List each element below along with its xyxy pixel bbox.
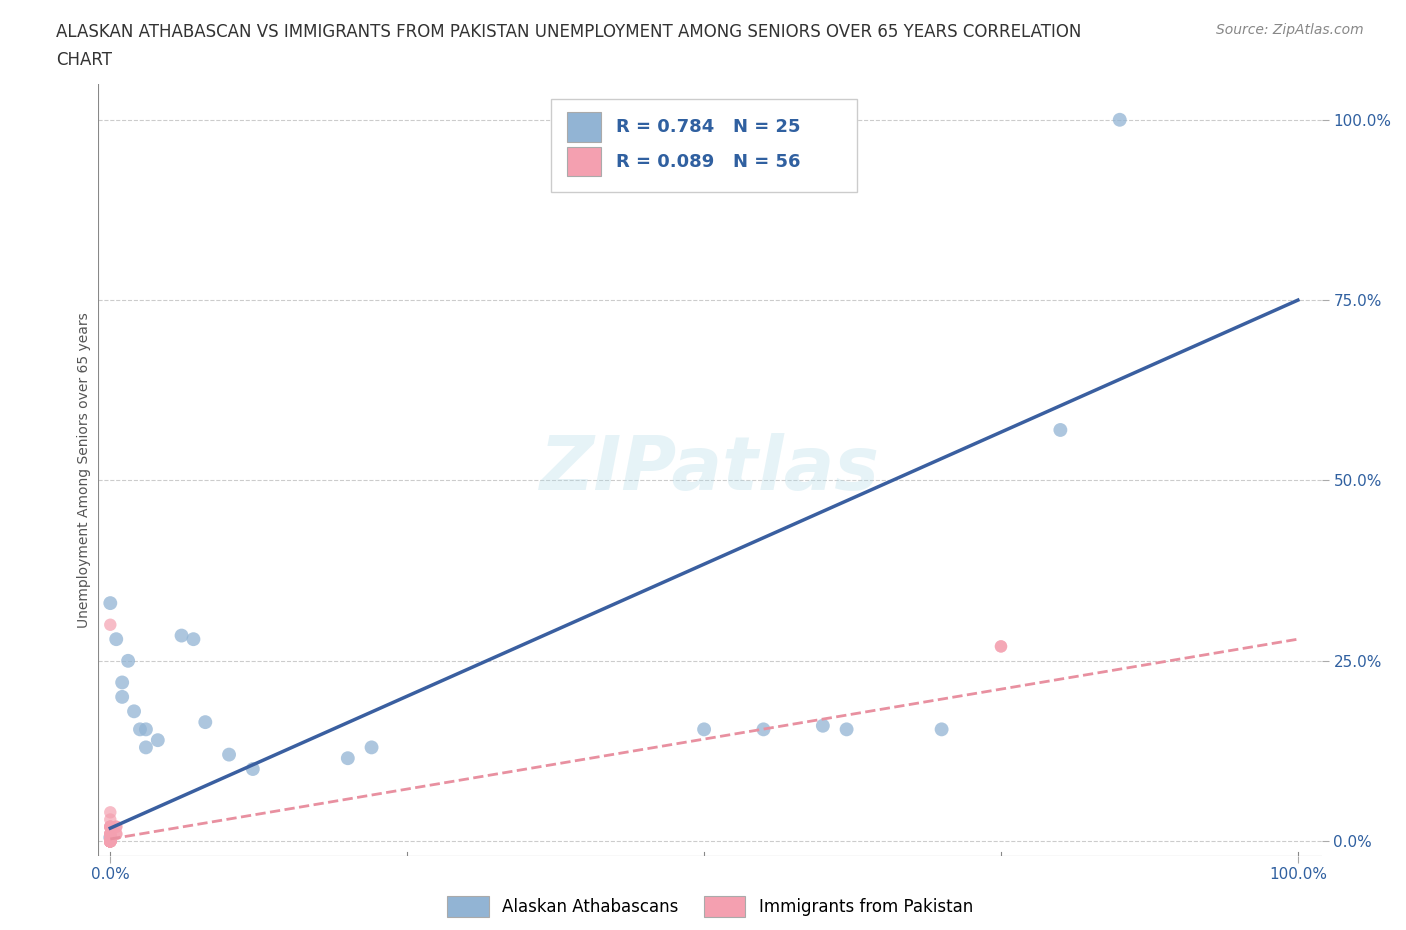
Point xyxy=(98,833,121,848)
Point xyxy=(811,718,834,733)
Text: CHART: CHART xyxy=(56,51,112,69)
Point xyxy=(98,833,121,848)
Point xyxy=(129,722,152,737)
Point xyxy=(98,833,121,848)
Point xyxy=(98,827,121,842)
Point xyxy=(98,833,121,848)
Point xyxy=(98,833,121,848)
Point xyxy=(242,762,264,777)
Point xyxy=(98,833,121,848)
Point xyxy=(98,833,121,848)
Point xyxy=(105,819,128,834)
Point xyxy=(98,833,121,848)
Point xyxy=(117,654,139,669)
Point xyxy=(135,722,157,737)
Legend: Alaskan Athabascans, Immigrants from Pakistan: Alaskan Athabascans, Immigrants from Pak… xyxy=(447,897,973,917)
Point xyxy=(835,722,858,737)
Point xyxy=(98,812,121,827)
Point xyxy=(98,833,121,848)
Point xyxy=(105,827,128,842)
Point xyxy=(98,833,121,848)
Point xyxy=(98,827,121,842)
Text: ALASKAN ATHABASCAN VS IMMIGRANTS FROM PAKISTAN UNEMPLOYMENT AMONG SENIORS OVER 6: ALASKAN ATHABASCAN VS IMMIGRANTS FROM PA… xyxy=(56,23,1081,41)
Point xyxy=(98,833,121,848)
Point xyxy=(98,833,121,848)
Text: R = 0.089   N = 56: R = 0.089 N = 56 xyxy=(616,153,800,171)
Point xyxy=(98,833,121,848)
Text: ZIPatlas: ZIPatlas xyxy=(540,433,880,506)
Point xyxy=(98,833,121,848)
Point xyxy=(98,819,121,834)
Point xyxy=(111,675,134,690)
Point xyxy=(336,751,359,765)
Point xyxy=(98,833,121,848)
Point xyxy=(98,833,121,848)
Point xyxy=(135,740,157,755)
Point xyxy=(98,833,121,848)
Point xyxy=(98,833,121,848)
Point xyxy=(105,819,128,834)
Point xyxy=(98,833,121,848)
Point xyxy=(98,830,121,845)
Point xyxy=(98,819,121,834)
Point xyxy=(194,714,217,729)
Point xyxy=(98,819,121,834)
Point xyxy=(990,639,1012,654)
Point xyxy=(990,639,1012,654)
Point xyxy=(105,827,128,842)
Point xyxy=(98,833,121,848)
Point xyxy=(122,704,145,719)
Point xyxy=(98,833,121,848)
Point xyxy=(360,740,382,755)
Point xyxy=(105,631,128,646)
Point xyxy=(98,833,121,848)
Point xyxy=(146,733,169,748)
Point xyxy=(170,628,193,643)
Point xyxy=(98,833,121,848)
Point xyxy=(98,833,121,848)
FancyBboxPatch shape xyxy=(567,113,602,141)
Point xyxy=(218,747,240,762)
Point xyxy=(98,833,121,848)
Point xyxy=(98,833,121,848)
Point xyxy=(98,827,121,842)
Text: Source: ZipAtlas.com: Source: ZipAtlas.com xyxy=(1216,23,1364,37)
Point xyxy=(183,631,205,646)
Point xyxy=(98,833,121,848)
Point xyxy=(98,830,121,845)
Point xyxy=(98,833,121,848)
Point xyxy=(111,689,134,704)
Point xyxy=(693,722,716,737)
Text: R = 0.784   N = 25: R = 0.784 N = 25 xyxy=(616,118,800,136)
FancyBboxPatch shape xyxy=(551,100,856,192)
Point xyxy=(98,833,121,848)
Point xyxy=(98,833,121,848)
Point xyxy=(98,833,121,848)
Point xyxy=(98,618,121,632)
Point xyxy=(1049,422,1071,437)
Point xyxy=(931,722,953,737)
Point xyxy=(98,833,121,848)
Point xyxy=(98,833,121,848)
FancyBboxPatch shape xyxy=(567,147,602,177)
Point xyxy=(98,833,121,848)
Point xyxy=(98,596,121,611)
Point xyxy=(1108,113,1130,127)
Point xyxy=(98,833,121,848)
Point xyxy=(98,819,121,834)
Point xyxy=(98,827,121,842)
Point xyxy=(752,722,775,737)
Point xyxy=(98,833,121,848)
Y-axis label: Unemployment Among Seniors over 65 years: Unemployment Among Seniors over 65 years xyxy=(77,312,91,628)
Point xyxy=(98,833,121,848)
Point xyxy=(98,833,121,848)
Point xyxy=(98,804,121,819)
